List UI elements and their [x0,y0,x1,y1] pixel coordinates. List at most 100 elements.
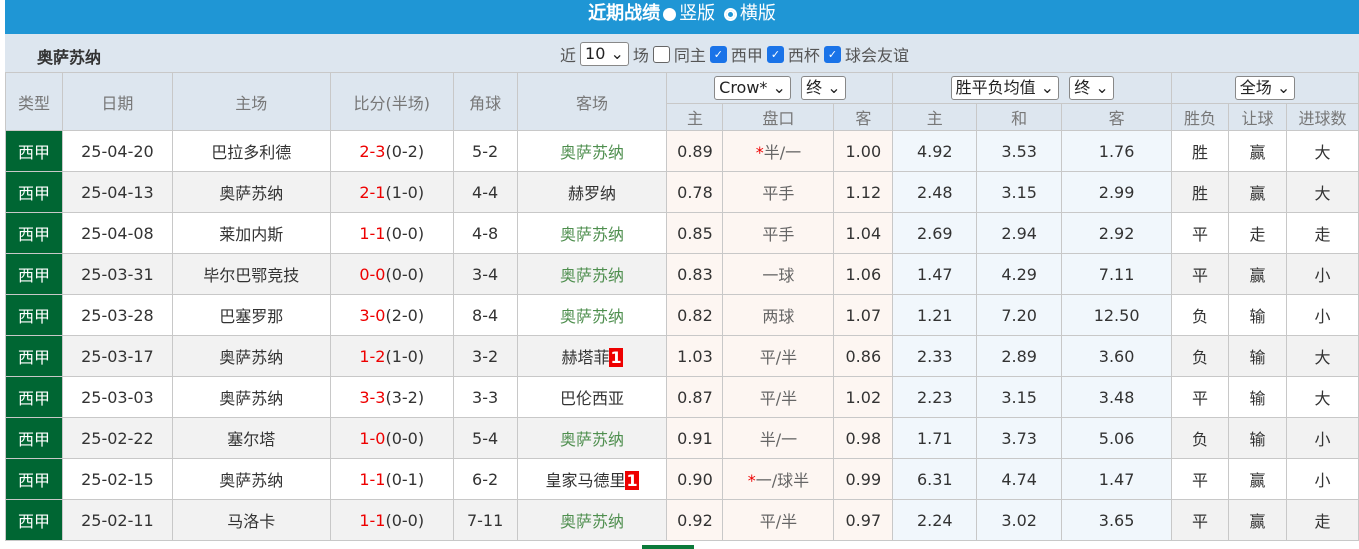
radio-vertical[interactable] [663,7,677,21]
away-team-cell[interactable]: 皇家马德里1 [516,458,668,500]
recent-matches-table: 类型 日期 主场 比分(半场) 角球 客场 Crow* ⌄ 终 ⌄ 胜平负均值 … [5,72,1359,541]
league-cell[interactable]: 西甲 [5,294,63,336]
copa-checkbox[interactable]: ✓ [766,45,784,63]
away-team-name: 奥萨苏纳 [560,143,625,162]
handicap-away-odds: 1.02 [833,376,894,418]
date-cell: 25-02-15 [61,458,173,500]
section-title: 近期战绩 [588,3,661,24]
handicap-line: 半/一 [722,417,835,459]
table-row[interactable]: 西甲 25-02-15 奥萨苏纳 1-1(0-1) 6-2 皇家马德里1 0.90 *一/球半… [5,458,1359,500]
home-team-cell[interactable]: 马洛卡 [171,499,331,541]
result-goals: 大 [1285,335,1359,377]
home-team-cell[interactable]: 奥萨苏纳 [171,335,331,377]
away-team-cell[interactable]: 奥萨苏纳 [516,294,668,336]
away-team-cell[interactable]: 奥萨苏纳 [516,130,668,172]
date-cell: 25-03-28 [61,294,173,336]
league-cell[interactable]: 西甲 [5,335,63,377]
handicap-home-odds: 0.83 [666,253,724,295]
date-cell: 25-04-13 [61,171,173,213]
league-cell[interactable]: 西甲 [5,376,63,418]
score-cell[interactable]: 1-1(0-1) [329,458,454,500]
same-home-checkbox[interactable] [652,45,670,63]
halftime-score: (2-0) [385,305,425,325]
handicap-line: *一/球半 [722,458,835,500]
scroll-indicator[interactable] [642,545,694,549]
result-wdl: 平 [1171,458,1229,500]
score-cell[interactable]: 0-0(0-0) [329,253,454,295]
odds-home: 1.47 [892,253,978,295]
score-cell[interactable]: 3-3(3-2) [329,376,454,418]
handicap-line: 平/半 [722,499,835,541]
away-team-cell[interactable]: 奥萨苏纳 [516,417,668,459]
table-row[interactable]: 西甲 25-03-17 奥萨苏纳 1-2(1-0) 3-2 赫塔菲1 1.03 平/半 0.86… [5,335,1359,377]
result-goals: 大 [1285,130,1359,172]
table-row[interactable]: 西甲 25-04-20 巴拉多利德 2-3(0-2) 5-2 奥萨苏纳 0.89 *半/一 1.… [5,130,1359,172]
away-team-cell[interactable]: 奥萨苏纳 [516,212,668,254]
away-team-cell[interactable]: 赫罗纳 [516,171,668,213]
friendly-checkbox[interactable]: ✓ [823,45,841,63]
handicap-stage-select[interactable]: 终 ⌄ [801,76,846,100]
red-card-badge: 1 [625,471,639,490]
score-cell[interactable]: 1-1(0-0) [329,499,454,541]
league-cell[interactable]: 西甲 [5,458,63,500]
odds-away: 3.65 [1061,499,1173,541]
home-team-cell[interactable]: 奥萨苏纳 [171,376,331,418]
odds-draw: 3.53 [976,130,1063,172]
odds-away: 12.50 [1061,294,1173,336]
score-cell[interactable]: 2-3(0-2) [329,130,454,172]
table-row[interactable]: 西甲 25-04-13 奥萨苏纳 2-1(1-0) 4-4 赫罗纳 0.78 平手 1.12 2.… [5,171,1359,213]
odds-away: 3.48 [1061,376,1173,418]
score-cell[interactable]: 1-2(1-0) [329,335,454,377]
star-mark: * [755,143,764,162]
laliga-checkbox[interactable]: ✓ [709,45,727,63]
match-count-select[interactable]: 10 ⌄ [580,42,629,66]
company-select[interactable]: Crow* ⌄ [714,76,791,100]
table-row[interactable]: 西甲 25-03-28 巴塞罗那 3-0(2-0) 8-4 奥萨苏纳 0.82 两球 1.07 1… [5,294,1359,336]
league-cell[interactable]: 西甲 [5,253,63,295]
league-cell[interactable]: 西甲 [5,130,63,172]
table-row[interactable]: 西甲 25-04-08 莱加内斯 1-1(0-0) 4-8 奥萨苏纳 0.85 平手 1.04 2… [5,212,1359,254]
handicap-line-text: 一球 [762,266,795,285]
home-team-cell[interactable]: 奥萨苏纳 [171,458,331,500]
fulltime-score: 2-3 [359,141,386,161]
odds-type-select[interactable]: 胜平负均值 ⌄ [950,76,1060,100]
league-cell[interactable]: 西甲 [5,417,63,459]
corner-cell: 5-2 [452,130,518,172]
score-cell[interactable]: 2-1(1-0) [329,171,454,213]
fulltime-score: 3-0 [359,305,386,325]
handicap-header: Crow* ⌄ 终 ⌄ [666,72,894,104]
home-team-cell[interactable]: 巴拉多利德 [171,130,331,172]
corner-cell: 3-2 [452,335,518,377]
away-team-cell[interactable]: 巴伦西亚 [516,376,668,418]
odds-stage-select[interactable]: 终 ⌄ [1069,76,1114,100]
halftime-score: (0-0) [385,510,425,530]
away-team-cell[interactable]: 奥萨苏纳 [516,253,668,295]
table-row[interactable]: 西甲 25-03-31 毕尔巴鄂竞技 0-0(0-0) 3-4 奥萨苏纳 0.83 一球 1.0… [5,253,1359,295]
home-team-cell[interactable]: 塞尔塔 [171,417,331,459]
home-team-cell[interactable]: 奥萨苏纳 [171,171,331,213]
away-team-cell[interactable]: 赫塔菲1 [516,335,668,377]
table-row[interactable]: 西甲 25-03-03 奥萨苏纳 3-3(3-2) 3-3 巴伦西亚 0.87 平/半 1.02… [5,376,1359,418]
away-team-name: 赫塔菲 [561,348,610,367]
scope-select[interactable]: 全场 ⌄ [1234,76,1296,100]
table-row[interactable]: 西甲 25-02-22 塞尔塔 1-0(0-0) 5-4 奥萨苏纳 0.91 半/一 0.98 1… [5,417,1359,459]
table-row[interactable]: 西甲 25-02-11 马洛卡 1-1(0-0) 7-11 奥萨苏纳 0.92 平/半 0.97… [5,499,1359,541]
odds-home: 2.48 [892,171,978,213]
league-cell[interactable]: 西甲 [5,171,63,213]
result-goals: 小 [1285,417,1359,459]
radio-horizontal[interactable] [723,7,737,21]
score-cell[interactable]: 1-0(0-0) [329,417,454,459]
league-cell[interactable]: 西甲 [5,499,63,541]
fulltime-score: 1-1 [359,469,386,489]
score-cell[interactable]: 3-0(2-0) [329,294,454,336]
score-cell[interactable]: 1-1(0-0) [329,212,454,254]
result-wdl: 负 [1171,294,1229,336]
result-goals: 小 [1285,253,1359,295]
away-team-cell[interactable]: 奥萨苏纳 [516,499,668,541]
result-handicap: 输 [1228,335,1287,377]
filter-bar: 奥萨苏纳 近 10 ⌄ 场 同主 ✓ 西甲 ✓ 西杯 ✓ 球会友谊 [5,34,1359,72]
home-team-cell[interactable]: 毕尔巴鄂竞技 [171,253,331,295]
home-team-cell[interactable]: 莱加内斯 [171,212,331,254]
league-cell[interactable]: 西甲 [5,212,63,254]
home-team-cell[interactable]: 巴塞罗那 [171,294,331,336]
